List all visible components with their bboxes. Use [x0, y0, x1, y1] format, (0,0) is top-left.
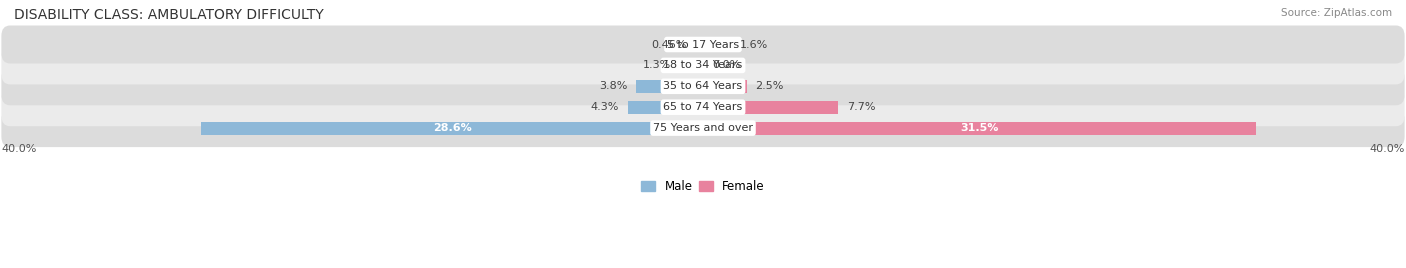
Bar	[703, 38, 731, 51]
Text: 5 to 17 Years: 5 to 17 Years	[666, 39, 740, 50]
Text: 40.0%: 40.0%	[1369, 144, 1405, 154]
Text: 0.0%: 0.0%	[711, 60, 740, 70]
Text: Source: ZipAtlas.com: Source: ZipAtlas.com	[1281, 8, 1392, 18]
Bar	[627, 101, 703, 114]
FancyBboxPatch shape	[1, 88, 1405, 126]
Text: 4.3%: 4.3%	[591, 102, 619, 112]
Text: 35 to 64 Years: 35 to 64 Years	[664, 81, 742, 91]
Legend: Male, Female: Male, Female	[637, 175, 769, 198]
Text: 3.8%: 3.8%	[599, 81, 627, 91]
Text: 0.46%: 0.46%	[651, 39, 686, 50]
FancyBboxPatch shape	[1, 25, 1405, 64]
Text: 1.6%: 1.6%	[740, 39, 768, 50]
FancyBboxPatch shape	[1, 46, 1405, 84]
Bar	[695, 38, 703, 51]
Text: DISABILITY CLASS: AMBULATORY DIFFICULTY: DISABILITY CLASS: AMBULATORY DIFFICULTY	[14, 8, 323, 22]
Text: 75 Years and over: 75 Years and over	[652, 123, 754, 133]
Bar	[703, 101, 838, 114]
Bar	[637, 80, 703, 93]
Text: 28.6%: 28.6%	[433, 123, 471, 133]
Text: 65 to 74 Years: 65 to 74 Years	[664, 102, 742, 112]
Text: 1.3%: 1.3%	[643, 60, 672, 70]
Bar	[201, 122, 703, 135]
FancyBboxPatch shape	[1, 67, 1405, 105]
Bar	[681, 59, 703, 72]
Text: 40.0%: 40.0%	[1, 144, 37, 154]
Text: 18 to 34 Years: 18 to 34 Years	[664, 60, 742, 70]
Bar	[703, 80, 747, 93]
Text: 7.7%: 7.7%	[846, 102, 876, 112]
FancyBboxPatch shape	[1, 109, 1405, 147]
Text: 31.5%: 31.5%	[960, 123, 998, 133]
Text: 2.5%: 2.5%	[755, 81, 785, 91]
Bar	[703, 122, 1256, 135]
